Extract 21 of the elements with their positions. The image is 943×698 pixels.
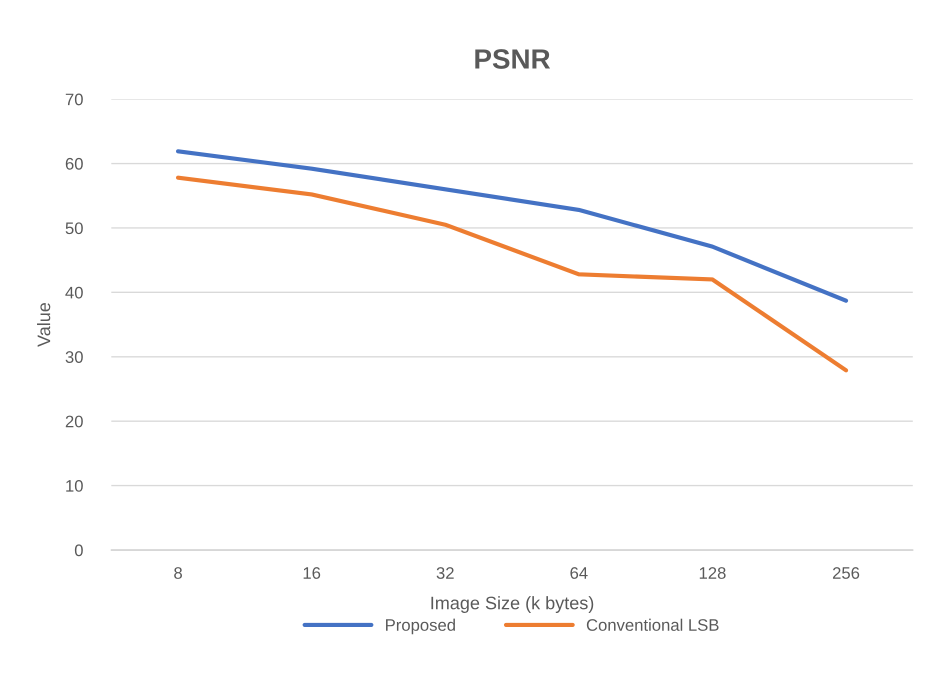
y-tick-label: 50 [66, 222, 83, 234]
y-tick-label: 30 [66, 351, 83, 363]
y-tick-label: 60 [66, 158, 83, 170]
legend-label: Conventional LSB [586, 618, 719, 631]
x-tick-label: 16 [304, 567, 320, 579]
y-tick-label: 0 [74, 544, 83, 556]
legend-label: Proposed [386, 618, 455, 634]
y-tick-label: 20 [66, 416, 83, 428]
y-tick-label: 40 [65, 286, 83, 299]
y-tick-label: 10 [66, 480, 83, 492]
x-tick-label: 32 [436, 567, 454, 579]
y-axis-title: Value [37, 302, 50, 347]
x-tick-label: 128 [700, 567, 726, 579]
chart-title: PSNR [475, 49, 550, 69]
y-tick-label: 70 [66, 94, 83, 106]
x-tick-label: 256 [832, 567, 860, 579]
line-series [176, 176, 848, 372]
line-series [176, 149, 848, 303]
x-tick-label: 8 [174, 567, 182, 579]
x-axis-title: Image Size (k bytes) [431, 596, 594, 613]
x-tick-label: 64 [570, 567, 588, 579]
